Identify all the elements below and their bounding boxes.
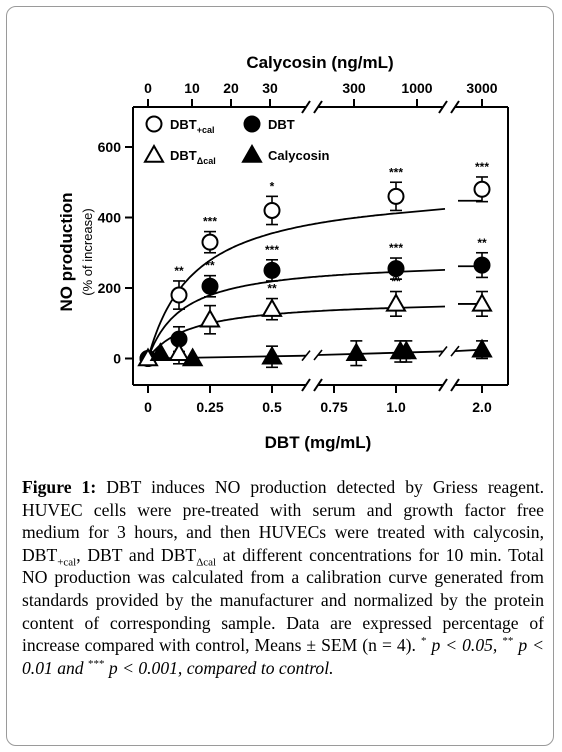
caption-text-3: at different concentrations for 10 min. …: [22, 544, 544, 656]
data-point: [261, 298, 283, 317]
chart: Calycosin (ng/mL) DBT (mg/mL) NO product…: [57, 53, 509, 452]
top-tick-label: 300: [342, 80, 366, 96]
x-tick-label: 0.75: [320, 399, 347, 415]
x-tick-label: 0: [144, 399, 152, 415]
top-tick-label: 20: [223, 80, 239, 96]
legend-label-sub: +cal: [197, 125, 215, 135]
caption-sub-dcal: Δcal: [196, 556, 217, 569]
top-axis-break-mark: [438, 100, 448, 114]
legend-label: Calycosin: [268, 148, 329, 163]
caption-text-1: DBT induces NO production detected by Gr…: [22, 477, 544, 565]
y-axis-sublabel: (% of increase): [80, 208, 95, 295]
significance-label: ***: [389, 165, 403, 179]
significance-label: ***: [389, 241, 403, 255]
y-tick-label: 0: [113, 351, 121, 367]
significance-label: **: [205, 259, 215, 273]
significance-label: ***: [265, 243, 279, 257]
curve-break-mark: [301, 350, 311, 362]
data-point: [471, 338, 493, 358]
data-point: [385, 292, 407, 312]
top-axis-break-mark: [301, 100, 311, 114]
data-point: [387, 187, 405, 205]
data-point: [181, 347, 204, 367]
significance-label: **: [391, 275, 401, 289]
data-point: [395, 340, 418, 360]
legend-marker: [145, 115, 163, 133]
y-tick-label: 600: [98, 139, 122, 155]
caption-sup-3: ***: [87, 657, 105, 670]
legend-label: DBT: [268, 117, 295, 132]
data-point: [261, 345, 283, 365]
legend-marker: [241, 143, 263, 163]
data-point: [201, 233, 219, 251]
significance-label: **: [174, 264, 184, 278]
data-point: [471, 292, 493, 312]
y-tick-label: 400: [98, 210, 122, 226]
x-tick-label: 2.0: [472, 399, 492, 415]
data-point: [473, 180, 491, 198]
caption-text-2: , DBT and DBT: [76, 544, 197, 565]
data-point: [387, 260, 405, 278]
caption-sup-2: **: [502, 635, 514, 648]
caption-sub-cal: +cal: [57, 556, 77, 569]
data-point: [199, 308, 221, 328]
bottom-axis-break-mark: [438, 378, 448, 392]
top-tick-label: 3000: [466, 80, 497, 96]
legend-label: DBTΔcal: [170, 148, 216, 166]
data-point: [149, 342, 172, 361]
caption-sup-1: *: [420, 635, 427, 648]
data-point: [201, 277, 219, 295]
y-axis-label: NO production: [57, 193, 76, 312]
x-tick-label: 0.5: [262, 399, 282, 415]
legend-marker: [243, 115, 261, 133]
top-tick-label: 30: [262, 80, 278, 96]
significance-label: **: [477, 236, 487, 250]
significance-label: ***: [203, 215, 217, 229]
top-tick-label: 1000: [401, 80, 432, 96]
figure-frame: [6, 6, 554, 746]
curve-break-mark: [450, 345, 460, 357]
significance-label: *: [270, 179, 275, 193]
caption-p3: p < 0.001, compared to control.: [104, 657, 334, 678]
significance-label: **: [267, 282, 277, 296]
x-tick-label: 1.0: [386, 399, 406, 415]
data-point: [263, 201, 281, 219]
legend-marker: [143, 143, 165, 163]
x-tick-label: 0.25: [196, 399, 223, 415]
bottom-axis-label: DBT (mg/mL): [265, 433, 372, 452]
data-point: [170, 286, 188, 304]
curve-break-mark: [313, 349, 323, 361]
top-axis-label: Calycosin (ng/mL): [246, 53, 393, 72]
data-point: [168, 342, 190, 361]
caption-p2: p < 0.01 and: [22, 635, 545, 678]
data-point: [263, 261, 281, 279]
y-tick-label: 200: [98, 280, 122, 296]
legend-label: DBT+cal: [170, 117, 215, 135]
legend-label-sub: Δcal: [197, 156, 216, 166]
fit-curve-DBT+cal: [147, 208, 446, 359]
significance-label: ***: [475, 160, 489, 174]
top-tick-label: 10: [184, 80, 200, 96]
caption-label: Figure 1:: [22, 477, 97, 497]
curve-break-mark: [438, 345, 448, 357]
data-point: [473, 256, 491, 274]
caption-p1: p < 0.05,: [426, 635, 503, 656]
top-tick-label: 0: [144, 80, 152, 96]
data-point: [345, 342, 368, 361]
figure-caption: Figure 1: DBT induces NO production dete…: [22, 476, 544, 679]
bottom-axis-break-mark: [301, 378, 311, 392]
